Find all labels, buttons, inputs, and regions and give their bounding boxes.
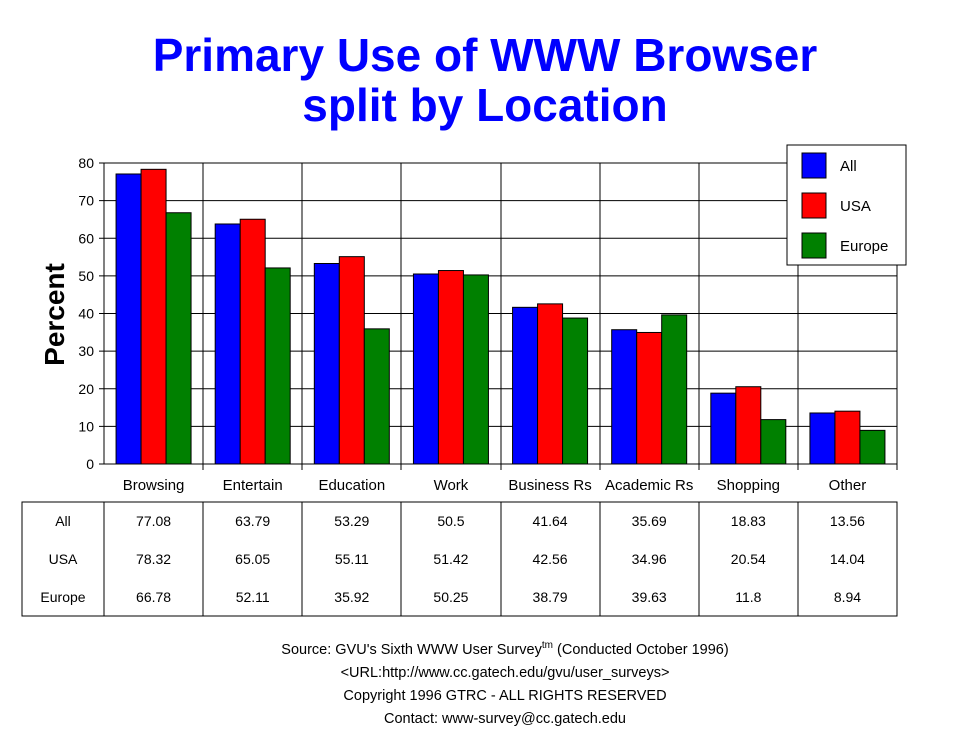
table-cell: 65.05 [235,551,270,567]
table-cell: 14.04 [830,551,865,567]
x-tick-label: Education [318,477,385,494]
axis-layer: 0 10 20 30 40 50 60 70 80 Percent Browsing Entertai… [39,155,897,494]
title-line-2: split by Location [302,79,668,131]
table-cell: 50.25 [433,589,468,605]
bar [760,419,787,465]
table-cell: 38.79 [533,589,568,605]
table-cell: 20.54 [731,551,766,567]
table-cell: 35.69 [632,513,667,529]
bar [537,303,564,465]
legend-swatch [801,152,827,179]
trademark-mark: tm [541,640,553,651]
bar [239,218,266,465]
source-line: Source: GVU's Sixth WWW User Surveytm (C… [0,634,970,662]
x-tick-label: Academic Rs [605,477,693,494]
bar [661,314,688,465]
table-cell: 41.64 [533,513,568,529]
table-cell: 8.94 [834,589,861,605]
x-tick-label: Browsing [123,477,185,494]
table-cell: 11.8 [735,589,761,605]
x-tick-label: Entertain [223,477,283,494]
bar [636,331,663,465]
bar [140,168,167,465]
table-cell: 52.11 [236,589,270,605]
bar [115,173,142,465]
y-tick-label: 10 [78,418,94,434]
source-url: <URL:http://www.cc.gatech.edu/gvu/user_s… [340,664,670,681]
table-cell: 39.63 [632,589,667,605]
bar [809,412,836,465]
bar [412,273,439,465]
copyright-line: Copyright 1996 GTRC - ALL RIGHTS RESERVE… [343,687,667,704]
table-cell: 55.11 [335,551,369,567]
y-tick-label: 30 [78,343,94,359]
table-row-label: USA [49,551,78,567]
table-cell: 77.08 [136,513,171,529]
legend-label: All [840,158,857,175]
bar [264,267,291,465]
y-tick-label: 70 [78,193,94,209]
bar [512,306,539,465]
table-cell: 42.56 [533,551,568,567]
x-tick-label: Shopping [717,477,780,494]
bar [462,274,489,465]
bar [165,212,192,465]
table-cell: 51.42 [433,551,468,567]
table-cell: 78.32 [136,551,171,567]
table-cell: 35.92 [334,589,369,605]
table-cell: 63.79 [235,513,270,529]
legend-swatch [801,192,827,219]
bar-layer [115,168,886,465]
survey-date: (Conducted October 1996) [552,641,729,658]
table-row-label: Europe [40,589,85,605]
source-text: Source: GVU's Sixth WWW User Survey [281,641,542,658]
bar [834,410,861,465]
y-axis-title: Percent [39,263,70,366]
legend-label: USA [840,198,871,215]
table-row-label: All [55,513,71,529]
bar [735,386,762,465]
legend: All USA Europe [786,144,907,266]
table-cell: 53.29 [334,513,369,529]
y-tick-label: 20 [78,381,94,397]
x-tick-label: Other [829,477,867,494]
bar [338,256,365,465]
bar [313,262,340,465]
data-table: All 77.08 63.79 53.29 50.5 41.64 35.69 18.83 13.… [21,501,898,617]
table-cell: 13.56 [830,513,865,529]
contact-line: Contact: www-survey@cc.gatech.edu [384,710,626,727]
y-tick-label: 60 [78,230,94,246]
bar [437,270,464,465]
x-tick-label: Business Rs [508,477,591,494]
y-tick-label: 50 [78,268,94,284]
legend-label: Europe [840,238,888,255]
y-tick-label: 80 [78,155,94,171]
bar [710,392,737,465]
legend-swatch [801,232,827,259]
table-cell: 34.96 [632,551,667,567]
table-cell: 66.78 [136,589,171,605]
bar [611,329,638,465]
table-border [21,501,898,617]
bar [562,317,589,465]
footer: Source: GVU's Sixth WWW User Surveytm (C… [0,634,970,731]
bar [859,429,886,465]
y-tick-label: 40 [78,306,94,322]
table-cell: 18.83 [731,513,766,529]
table-cell: 50.5 [437,513,464,529]
x-tick-label: Work [434,477,469,494]
bar [363,328,390,465]
title-line-1: Primary Use of WWW Browser [152,29,818,81]
chart-title: Primary Use of WWW Browser split by Loca… [0,30,970,130]
y-tick-label: 0 [86,456,94,472]
bar-chart: 0 10 20 30 40 50 60 70 80 Percent Browsing Entertai… [21,144,907,617]
bar [214,223,241,465]
